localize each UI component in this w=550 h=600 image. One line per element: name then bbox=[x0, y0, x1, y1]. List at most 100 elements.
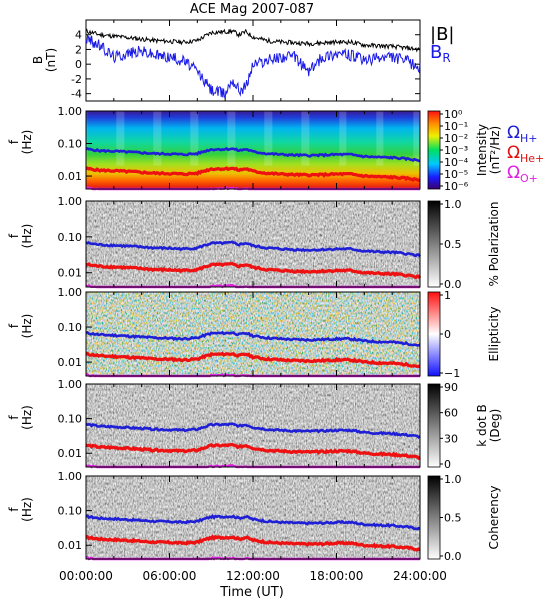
colorbar-tick-label: 1.0 bbox=[444, 198, 462, 211]
heatmap-streak bbox=[378, 111, 380, 166]
y-axis-label: B bbox=[31, 56, 45, 64]
heatmap-streak bbox=[302, 111, 304, 166]
heatmap-streak bbox=[156, 111, 158, 166]
colorbar-tick-label: 1 bbox=[444, 289, 451, 302]
heatmap-streak bbox=[413, 111, 415, 166]
gyrofrequency-line-he-plus bbox=[85, 534, 421, 552]
colorbar-tick-label: 1.0 bbox=[444, 473, 462, 486]
heatmap-streak bbox=[193, 111, 195, 166]
heatmap-streak bbox=[196, 111, 198, 166]
heatmap-streak bbox=[268, 111, 270, 166]
y-tick-label: 0.10 bbox=[58, 231, 83, 244]
y-tick-label: 4 bbox=[75, 29, 82, 42]
heatmap-streak bbox=[416, 111, 418, 166]
colorbar-tick-label: 0 bbox=[444, 328, 451, 341]
panel-ellipticity: 1.00 0.10 0.01 f (Hz) 1 0 −1 Ellipticity bbox=[7, 286, 501, 380]
heatmap-streak bbox=[233, 111, 235, 166]
y-tick-label: 2 bbox=[75, 43, 82, 56]
y-tick-label: 0.01 bbox=[58, 539, 83, 552]
legend-subscript: H+ bbox=[520, 132, 538, 145]
y-tick-label: 0.01 bbox=[58, 267, 83, 280]
legend-subscript: O+ bbox=[520, 172, 538, 185]
heatmap-streak bbox=[307, 111, 309, 166]
heatmap-streak bbox=[306, 111, 308, 166]
gyrofrequency-line-h-plus bbox=[85, 422, 421, 439]
heatmap-streak bbox=[119, 111, 121, 166]
x-axis-label: Time (UT) bbox=[219, 585, 284, 600]
heatmap-streak bbox=[190, 111, 192, 166]
series-line-b-total bbox=[85, 28, 421, 53]
gyrofrequency-line-h-plus bbox=[85, 513, 421, 531]
colorbar-tick-label: 90 bbox=[444, 381, 458, 394]
heatmap-streak bbox=[122, 111, 124, 166]
heatmap-streak bbox=[264, 111, 266, 166]
colorbar-tick-label: 0.5 bbox=[444, 512, 462, 525]
x-tick-label: 12:00:00 bbox=[226, 569, 280, 583]
y-axis-unit: (Hz) bbox=[20, 314, 34, 339]
heatmap-streak bbox=[192, 111, 194, 166]
y-tick-label: 0.10 bbox=[58, 505, 83, 518]
colorbar-tick-label: 30 bbox=[444, 432, 458, 445]
heatmap-streak bbox=[229, 111, 231, 166]
heatmap-streak bbox=[341, 111, 343, 166]
heatmap-streak bbox=[234, 111, 236, 166]
heatmap-streak bbox=[303, 111, 305, 166]
y-tick-label: 1.00 bbox=[58, 195, 83, 208]
panel-b-field: 42 0 -2 -4 B (nT) bbox=[31, 19, 421, 102]
gyrofrequency-line-h-plus bbox=[85, 330, 421, 347]
colorbar-tick-label: 10⁻¹ bbox=[444, 120, 468, 133]
figure-title: ACE Mag 2007-087 bbox=[190, 2, 314, 17]
legend-gyro-h-plus: ΩH+ bbox=[507, 123, 538, 145]
heatmap-streak bbox=[344, 111, 346, 166]
heatmap-streak bbox=[418, 111, 420, 166]
colorbar bbox=[427, 291, 441, 377]
heatmap-streak bbox=[415, 111, 417, 166]
heatmap-streak bbox=[381, 111, 383, 166]
panel-k-dot-b: 1.00 0.10 0.01 f (Hz) 90 60 30 0 k dot B (Deg) bbox=[7, 378, 502, 471]
y-axis-unit: (Hz) bbox=[20, 497, 34, 522]
colorbar-tick-label: 10⁰ bbox=[444, 108, 463, 121]
heatmap-streak bbox=[271, 111, 273, 166]
y-axis-unit: (nT) bbox=[44, 48, 58, 72]
y-axis-label: f bbox=[7, 323, 21, 328]
heatmap-streak bbox=[340, 111, 342, 166]
colorbar bbox=[427, 110, 441, 190]
x-tick-label: 18:00:00 bbox=[310, 569, 364, 583]
heatmap-streak bbox=[153, 111, 155, 166]
heatmap-streak bbox=[155, 111, 157, 166]
y-axis-label: f bbox=[7, 415, 21, 420]
y-tick-label: 1.00 bbox=[58, 105, 83, 118]
y-tick-label: 0.10 bbox=[58, 321, 83, 334]
heatmap-streak bbox=[305, 111, 307, 166]
colorbar-tick-label: 60 bbox=[444, 407, 458, 420]
heatmap-streak bbox=[123, 111, 125, 166]
heatmap-streak bbox=[417, 111, 419, 166]
heatmap-streak bbox=[301, 111, 303, 166]
legend-symbol: Ω bbox=[507, 163, 520, 183]
colorbar-tick-label: −1 bbox=[444, 367, 460, 380]
heatmap-streak bbox=[414, 111, 416, 166]
y-tick-label: -4 bbox=[71, 88, 82, 101]
heatmap-streak bbox=[382, 111, 384, 166]
heatmap-streak bbox=[116, 111, 118, 166]
heatmap-streak bbox=[195, 111, 197, 166]
heatmap-streak bbox=[269, 111, 271, 166]
y-axis-label: f bbox=[7, 139, 21, 144]
legend-b-radial-sub: R bbox=[442, 51, 450, 65]
plot-frame bbox=[85, 19, 421, 102]
y-tick-label: 1.00 bbox=[58, 286, 83, 299]
colorbar-tick-label: 0.0 bbox=[444, 550, 462, 563]
x-tick-label: 06:00:00 bbox=[143, 569, 197, 583]
heatmap-streak bbox=[160, 111, 162, 166]
colorbar-tick-label: 10⁻⁶ bbox=[444, 180, 469, 193]
colorbar bbox=[427, 475, 441, 560]
x-tick-label: 24:00:00 bbox=[393, 569, 447, 583]
heatmap-streak bbox=[231, 111, 233, 166]
heatmap-streak bbox=[118, 111, 120, 166]
heatmap-streak bbox=[157, 111, 159, 166]
y-tick-label: 0 bbox=[75, 58, 82, 71]
y-axis-unit: (Hz) bbox=[20, 224, 34, 249]
legend-b-total: |B| bbox=[430, 24, 454, 45]
y-axis-unit: (Hz) bbox=[20, 405, 34, 430]
heatmap-streak bbox=[377, 111, 379, 166]
